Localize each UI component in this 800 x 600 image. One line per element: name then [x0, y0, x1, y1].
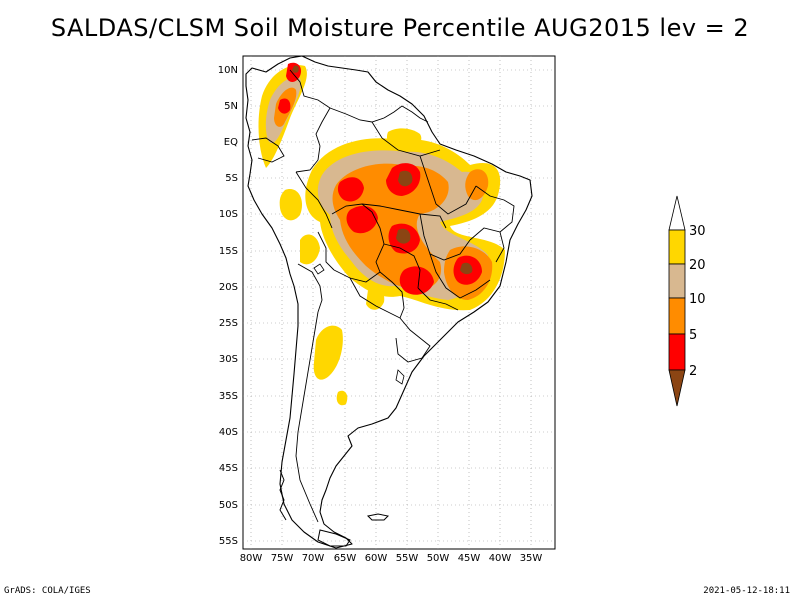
border-ecuador [251, 137, 285, 163]
lon-tick: 55W [396, 553, 419, 564]
lakes [313, 263, 405, 385]
lat-tick: 30S [219, 354, 238, 365]
brazil-states-mt [361, 203, 447, 229]
shade-paraguay-yellow [366, 287, 385, 310]
lat-tick: 10N [218, 65, 238, 76]
lat-tick: 25S [219, 318, 238, 329]
border-colombia-venezuela [289, 69, 331, 147]
lagoa-dos-patos [395, 369, 405, 385]
shade-argentina-yellow [313, 325, 343, 380]
legend-label: 2 [689, 364, 697, 379]
lat-tick: 50S [219, 500, 238, 511]
lat-tick: 45S [219, 463, 238, 474]
lon-tick: 65W [334, 553, 357, 564]
map-title: SALDAS/CLSM Soil Moisture Percentile AUG… [50, 14, 750, 42]
legend-swatch-10-20 [668, 263, 686, 299]
brazil-states-north [371, 121, 441, 157]
shade-mg-brown [460, 262, 473, 275]
footer-credit: GrADS: COLA/IGES [4, 586, 91, 596]
shade-amazon-orange [332, 163, 449, 291]
lon-tick: 45W [458, 553, 481, 564]
border-venezuela-brazil [329, 107, 385, 123]
legend-label: 10 [689, 292, 706, 307]
lat-tick: 5N [224, 101, 238, 112]
lat-axis: 10N 5N EQ 5S 10S 15S 20S 25S 30S 35S 40S… [218, 65, 238, 547]
colorbar-legend: 30 20 10 5 2 [668, 195, 706, 407]
legend-swatch-below-2 [668, 369, 686, 407]
shade-argentina-spot [336, 390, 348, 406]
legend-swatch-20-30 [668, 229, 686, 265]
border-brazil-bolivia [331, 203, 385, 273]
lon-tick: 35W [520, 553, 543, 564]
border-bolivia-paraguay [333, 269, 381, 283]
border-argentina-paraguay [349, 277, 401, 319]
legend-swatch-above-30 [668, 195, 686, 231]
legend-label: 5 [689, 328, 697, 343]
lon-tick: 60W [365, 553, 388, 564]
lon-tick: 75W [271, 553, 294, 564]
shade-northeast-orange [465, 169, 489, 201]
border-guianas [383, 105, 429, 123]
brazil-states-goias [419, 213, 471, 261]
brazil-states-south [417, 287, 459, 311]
lake-titicaca [313, 263, 325, 275]
shade-goias-brown [396, 228, 411, 244]
falkland-islands [366, 513, 390, 521]
border-colombia-brazil [295, 145, 321, 173]
legend-label: 30 [689, 224, 706, 239]
islands [279, 469, 390, 547]
lat-tick: 40S [219, 427, 238, 438]
shade-peru-yellow [279, 189, 303, 221]
brazil-states-northeast [475, 185, 515, 233]
border-paraguay-brazil [379, 271, 405, 319]
lat-tick: EQ [224, 137, 238, 148]
border-peru-bolivia [317, 231, 335, 271]
legend-swatch-2-5 [668, 333, 686, 371]
legend-swatch-5-10 [668, 297, 686, 335]
country-borders [251, 69, 515, 523]
lon-axis: 80W 75W 70W 65W 60W 55W 50W 45W 40W 35W [240, 553, 543, 564]
lon-tick: 80W [240, 553, 263, 564]
shade-para-brown [398, 170, 413, 187]
shade-amazonas-red [337, 177, 364, 202]
tierra-del-fuego [317, 529, 351, 547]
lat-tick: 5S [225, 173, 238, 184]
shade-mato-grosso-red [346, 205, 378, 234]
lon-tick: 70W [302, 553, 325, 564]
footer-timestamp: 2021-05-12-18:11 [703, 586, 790, 596]
shade-colombia-brown [292, 65, 299, 73]
lat-tick: 35S [219, 391, 238, 402]
border-chile-bolivia [297, 263, 323, 313]
border-peru-brazil [295, 171, 333, 229]
continent-coastline [245, 56, 533, 549]
shade-venezuela-red [278, 98, 291, 114]
border-uruguay [395, 317, 431, 363]
shade-sp-red [399, 266, 434, 295]
legend-label: 20 [689, 258, 706, 273]
lon-tick: 50W [427, 553, 450, 564]
lon-tick: 40W [489, 553, 512, 564]
moisture-shading [258, 62, 505, 406]
shade-guiana-yellow [386, 128, 422, 150]
lat-tick: 20S [219, 282, 238, 293]
lat-tick: 15S [219, 246, 238, 257]
brazil-states-ms [383, 243, 421, 289]
brazil-states-para [419, 155, 477, 215]
lat-tick: 55S [219, 536, 238, 547]
lat-tick: 10S [219, 209, 238, 220]
shade-bolivia-yellow [300, 234, 320, 265]
brazil-states-bahia [469, 227, 505, 263]
brazil-states-southeast [429, 253, 491, 299]
chile-fjords [279, 469, 287, 521]
border-chile-argentina [295, 311, 319, 523]
